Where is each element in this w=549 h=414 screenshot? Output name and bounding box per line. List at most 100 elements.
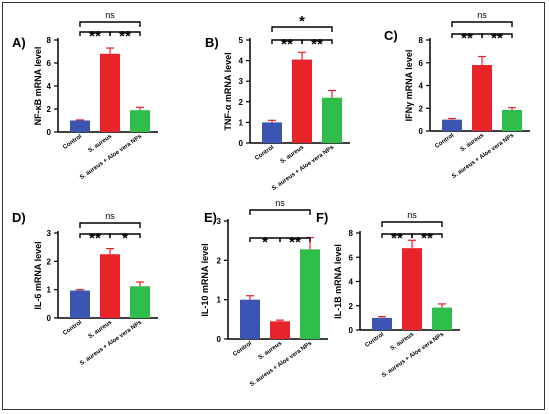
bar-2 xyxy=(130,286,150,318)
significance-bracket xyxy=(411,233,443,238)
significance-label: ** xyxy=(491,30,503,47)
significance-label: ** xyxy=(311,36,323,53)
significance-bracket xyxy=(301,39,333,44)
y-tick-label: 3 xyxy=(217,217,222,226)
y-tick-label: 2 xyxy=(349,302,354,311)
bar-1 xyxy=(270,321,290,339)
y-tick-label: 0 xyxy=(239,139,244,148)
significance-label: ns xyxy=(407,210,417,220)
bar-1 xyxy=(292,59,312,143)
y-tick-label: 3 xyxy=(239,77,244,86)
category-label: Control xyxy=(364,332,385,349)
bar-2 xyxy=(130,110,150,132)
significance-bracket xyxy=(451,21,513,27)
y-tick-label: 0 xyxy=(47,314,52,323)
y-tick-label: 6 xyxy=(47,59,52,68)
y-tick-label: 2 xyxy=(47,257,52,266)
significance-label: ** xyxy=(89,230,101,247)
bar-0 xyxy=(262,122,282,143)
bar-0 xyxy=(240,299,260,339)
category-label: Control xyxy=(62,320,83,337)
bar-0 xyxy=(372,317,392,330)
panel-label: C) xyxy=(384,28,398,43)
y-tick-label: 2 xyxy=(239,98,244,107)
y-tick-label: 5 xyxy=(239,36,244,45)
y-axis-label: NF-κB mRNA level xyxy=(33,47,43,126)
y-tick-label: 4 xyxy=(239,57,244,66)
significance-label: ns xyxy=(105,10,115,20)
panel-label: F) xyxy=(316,210,328,225)
y-tick-label: 1 xyxy=(239,118,244,127)
y-tick-label: 4 xyxy=(419,82,424,91)
bar-1 xyxy=(100,53,120,132)
bar-0 xyxy=(70,290,90,318)
significance-label: * xyxy=(299,13,305,30)
significance-bracket xyxy=(249,209,311,215)
significance-label: ns xyxy=(275,198,285,208)
y-tick-label: 0 xyxy=(419,127,424,136)
significance-label: ** xyxy=(89,28,101,45)
y-tick-label: 4 xyxy=(349,278,354,287)
bar-0 xyxy=(442,119,462,131)
category-label: S. aureus + Aloe vera NPs xyxy=(79,319,144,367)
category-label: S. aureus xyxy=(280,144,306,165)
category-label: S. aureus xyxy=(390,331,416,352)
y-tick-label: 0 xyxy=(217,335,222,344)
y-axis-label: TNF-α mRNA level xyxy=(223,52,233,130)
category-label: S. aureus + Aloe vera NPs xyxy=(381,331,446,379)
significance-label: ** xyxy=(421,230,433,247)
y-axis-label: IL-10 mRNA level xyxy=(200,243,210,316)
category-label: S. aureus xyxy=(258,340,284,361)
bar-1 xyxy=(100,254,120,318)
significance-bracket xyxy=(271,26,333,32)
category-label: S. aureus + Aloe vera NPs xyxy=(249,340,314,388)
bar-2 xyxy=(300,249,320,339)
bar-1 xyxy=(402,248,422,330)
y-tick-label: 6 xyxy=(349,253,354,262)
category-label: Control xyxy=(232,341,253,358)
significance-bracket xyxy=(381,221,443,227)
category-label: Control xyxy=(434,133,455,150)
y-axis-label: IL-1B mRNA level xyxy=(333,244,343,319)
bar-2 xyxy=(432,307,452,330)
significance-label: * xyxy=(122,230,128,247)
significance-label: ** xyxy=(119,28,131,45)
significance-bracket xyxy=(279,237,311,242)
significance-bracket xyxy=(109,31,141,36)
category-label: S. aureus + Aloe vera NPs xyxy=(79,133,144,181)
category-label: S. aureus + Aloe vera NPs xyxy=(451,132,516,180)
y-tick-label: 1 xyxy=(47,286,52,295)
category-label: S. aureus + Aloe vera NPs xyxy=(271,144,336,192)
bar-1 xyxy=(472,65,492,131)
significance-bracket xyxy=(481,33,513,38)
category-label: S. aureus xyxy=(460,132,486,153)
significance-label: ** xyxy=(281,36,293,53)
bar-2 xyxy=(502,109,522,131)
y-tick-label: 8 xyxy=(419,36,424,45)
significance-label: ** xyxy=(461,30,473,47)
panel-label: D) xyxy=(12,210,26,225)
y-tick-label: 8 xyxy=(349,229,354,238)
significance-label: ns xyxy=(477,10,487,20)
significance-bracket xyxy=(109,233,141,238)
significance-label: ** xyxy=(289,234,301,251)
bar-0 xyxy=(70,120,90,132)
significance-label: * xyxy=(262,234,268,251)
bar-2 xyxy=(322,97,342,143)
y-tick-label: 6 xyxy=(419,59,424,68)
y-tick-label: 2 xyxy=(217,256,222,265)
y-axis-label: IFNγ mRNA level xyxy=(404,50,414,122)
y-tick-label: 2 xyxy=(419,104,424,113)
panel-label: B) xyxy=(205,35,219,50)
y-tick-label: 3 xyxy=(47,229,52,238)
y-tick-label: 0 xyxy=(349,326,354,335)
y-axis-label: IL-6 mRNA level xyxy=(33,241,43,309)
significance-label: ns xyxy=(105,211,115,221)
panel-label: E) xyxy=(204,210,217,225)
panel-label: A) xyxy=(12,35,26,50)
category-label: S. aureus xyxy=(88,133,114,154)
significance-bracket xyxy=(79,21,141,27)
significance-label: ** xyxy=(391,230,403,247)
category-label: S. aureus xyxy=(88,319,114,340)
